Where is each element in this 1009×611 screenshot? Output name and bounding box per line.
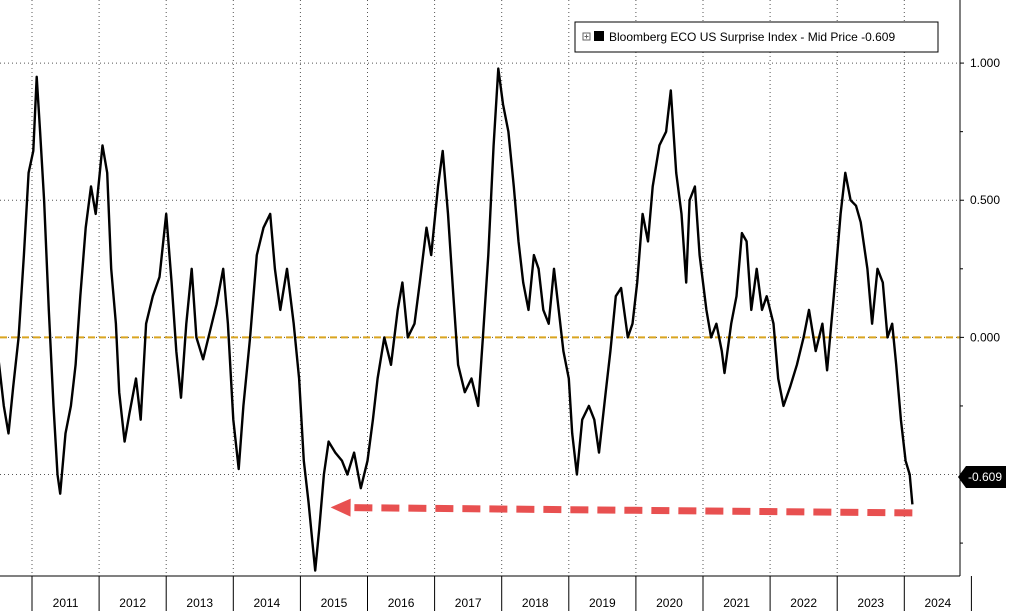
annotations-layer: [330, 498, 913, 517]
x-tick-labels: 2011 2012 2013 2014 2015 2016 2017 2018 2019 2020…: [31, 576, 972, 611]
last-value-badge-shape: [958, 466, 1006, 488]
arrow-head: [330, 498, 351, 517]
x-tick-label: 2020: [656, 596, 683, 610]
last-value-badge: -0.609: [958, 466, 1006, 488]
x-tick-label: 2021: [723, 596, 750, 610]
x-tick-label: 2018: [522, 596, 549, 610]
legend-swatch: [594, 31, 604, 41]
horizontal-gridlines: [0, 62, 960, 476]
legend: Bloomberg ECO US Surprise Index - Mid Pr…: [574, 21, 939, 53]
y-tick-label: 0.000: [970, 330, 1000, 344]
surprise-index-line: [0, 67, 914, 572]
x-tick-label: 2019: [589, 596, 616, 610]
y-tick-label: 1.000: [970, 56, 1000, 70]
series-layer: [0, 67, 914, 572]
x-tick-label: 2023: [857, 596, 884, 610]
x-tick-label: 2012: [119, 596, 146, 610]
expand-toggle-icon[interactable]: [582, 32, 591, 41]
last-value-label: -0.609: [968, 470, 1002, 484]
x-tick-label: 2022: [790, 596, 817, 610]
x-tick-label: 2014: [253, 596, 280, 610]
legend-label: Bloomberg ECO US Surprise Index - Mid Pr…: [609, 30, 895, 44]
axes: [0, 0, 961, 577]
legend-box: [574, 21, 939, 53]
dashed-arrow-line: [350, 504, 913, 517]
x-tick-label: 2011: [53, 596, 79, 610]
x-tick-label: 2017: [455, 596, 482, 610]
x-tick-label: 2015: [321, 596, 348, 610]
y-tick-label: 0.500: [970, 193, 1000, 207]
x-tick-label: 2024: [924, 596, 951, 610]
vertical-gridlines: [31, 0, 905, 576]
x-tick-label: 2013: [186, 596, 213, 610]
x-tick-label: 2016: [388, 596, 415, 610]
